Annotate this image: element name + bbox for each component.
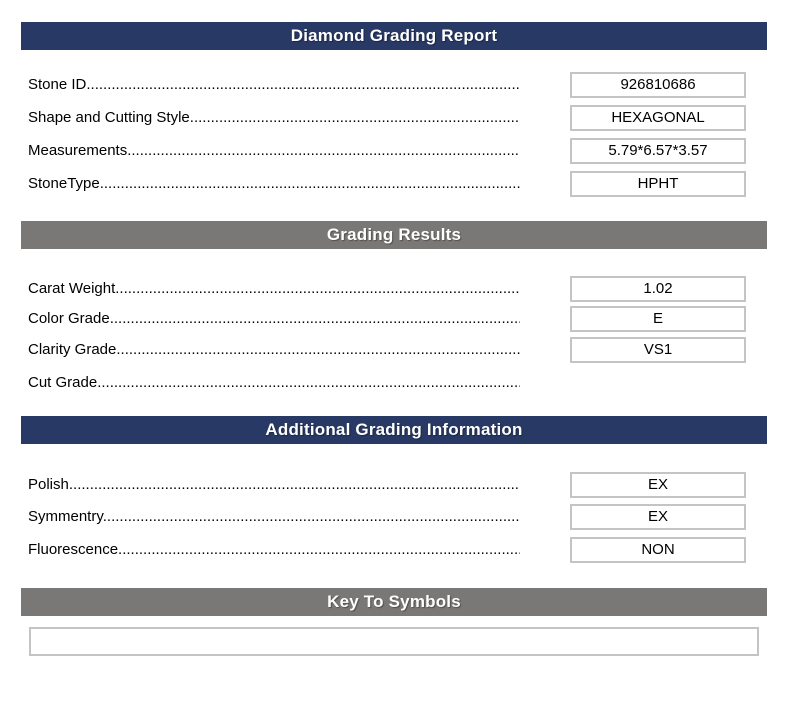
shape-label: Shape and Cutting Style — [28, 109, 190, 126]
grading-results-title: Grading Results — [326, 225, 462, 244]
stone-id-value: 926810686 — [570, 72, 746, 98]
dot-leader: ........................................… — [116, 341, 520, 358]
cut-grade-label: Cut Grade — [28, 374, 98, 391]
polish-value: EX — [570, 472, 746, 498]
polish-label: Polish — [28, 476, 69, 493]
field-row-polish: Polish..................................… — [0, 472, 790, 498]
dot-leader: ........................................… — [102, 508, 520, 525]
stone-id-label: Stone ID — [28, 76, 87, 93]
report-title-bar: Diamond Grading Report — [21, 22, 767, 50]
key-to-symbols-header-bar: Key To Symbols — [21, 588, 767, 616]
additional-grading-title: Additional Grading Information — [265, 420, 523, 439]
field-row-cut-grade: Cut Grade...............................… — [0, 370, 790, 396]
dot-leader: ........................................… — [68, 476, 520, 493]
field-row-fluorescence: Fluorescence............................… — [0, 537, 790, 563]
field-row-color-grade: Color Grade.............................… — [0, 306, 790, 332]
field-row-symmentry: Symmentry...............................… — [0, 504, 790, 530]
dot-leader: ........................................… — [118, 541, 520, 558]
dot-leader: ........................................… — [115, 280, 520, 297]
measurements-label: Measurements — [28, 142, 128, 159]
clarity-grade-value: VS1 — [570, 337, 746, 363]
color-grade-value: E — [570, 306, 746, 332]
grading-results-header-bar: Grading Results — [21, 221, 767, 249]
field-row-shape-and-cutting-style: Shape and Cutting Style.................… — [0, 105, 790, 131]
key-to-symbols-content-box — [29, 627, 759, 656]
symmentry-label: Symmentry — [28, 508, 103, 525]
field-row-clarity-grade: Clarity Grade...........................… — [0, 337, 790, 363]
dot-leader: ........................................… — [86, 76, 520, 93]
dot-leader: ........................................… — [99, 175, 520, 192]
dot-leader: ........................................… — [189, 109, 520, 126]
dot-leader: ........................................… — [97, 374, 520, 391]
dot-leader: ........................................… — [127, 142, 520, 159]
stone-type-value: HPHT — [570, 171, 746, 197]
stone-type-label: StoneType — [28, 175, 100, 192]
key-to-symbols-title: Key To Symbols — [327, 592, 461, 611]
symmentry-value: EX — [570, 504, 746, 530]
dot-leader: ........................................… — [109, 310, 520, 327]
color-grade-label: Color Grade — [28, 310, 110, 327]
carat-weight-label: Carat Weight — [28, 280, 116, 297]
field-row-measurements: Measurements............................… — [0, 138, 790, 164]
fluorescence-label: Fluorescence — [28, 541, 119, 558]
additional-grading-header-bar: Additional Grading Information — [21, 416, 767, 444]
shape-value: HEXAGONAL — [570, 105, 746, 131]
field-row-carat-weight: Carat Weight............................… — [0, 276, 790, 302]
clarity-grade-label: Clarity Grade — [28, 341, 117, 358]
measurements-value: 5.79*6.57*3.57 — [570, 138, 746, 164]
report-title: Diamond Grading Report — [290, 26, 498, 45]
field-row-stone-type: StoneType...............................… — [0, 171, 790, 197]
field-row-stone-id: Stone ID................................… — [0, 72, 790, 98]
fluorescence-value: NON — [570, 537, 746, 563]
carat-weight-value: 1.02 — [570, 276, 746, 302]
